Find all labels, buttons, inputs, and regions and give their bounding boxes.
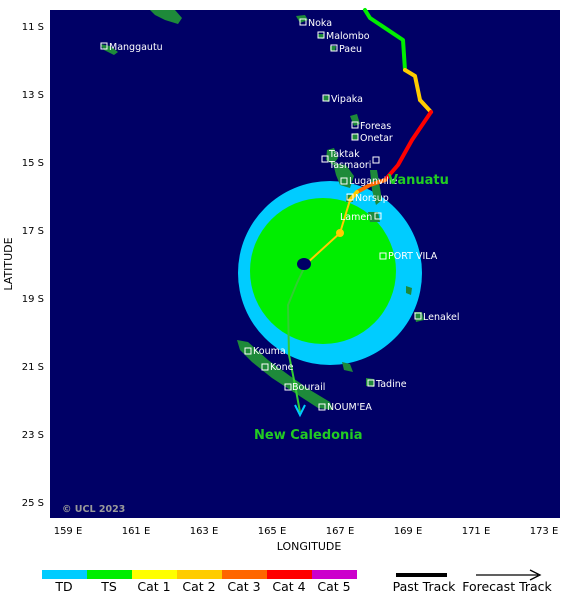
legend-label: Cat 3 — [227, 579, 260, 594]
legend-label: Cat 4 — [272, 579, 305, 594]
y-tick-label: 23 S — [22, 430, 44, 441]
place-label: Taktak — [328, 149, 360, 160]
place-label: PORT VILA — [388, 251, 438, 262]
legend-swatch-cat2 — [177, 570, 222, 579]
forecast-arrow-icon — [529, 569, 542, 581]
legend-swatch-td — [42, 570, 87, 579]
y-tick-label: 11 S — [22, 22, 44, 33]
legend-label: TS — [100, 579, 117, 594]
place-label: Manggautu — [109, 42, 163, 53]
intensity-legend: TD TS Cat 1 Cat 2 Cat 3 Cat 4 Cat 5 Past… — [42, 569, 553, 594]
legend-label: TD — [54, 579, 72, 594]
place-label: Luganville — [349, 176, 398, 187]
y-tick-label: 15 S — [22, 158, 44, 169]
place-label: Paeu — [339, 44, 362, 55]
x-tick-label: 171 E — [462, 526, 491, 537]
place-label: NOUM'EA — [327, 402, 372, 413]
ts-wind-radius — [250, 198, 396, 344]
x-tick-label: 173 E — [530, 526, 559, 537]
x-tick-label: 161 E — [122, 526, 151, 537]
x-tick-label: 159 E — [54, 526, 83, 537]
forecast-track-legend-label: Forecast Track — [462, 579, 552, 594]
place-markers — [100, 18, 422, 411]
legend-swatch-cat4 — [267, 570, 312, 579]
place-label: Bourail — [292, 382, 325, 393]
x-tick-label: 167 E — [326, 526, 355, 537]
legend-swatch-cat5 — [312, 570, 357, 579]
x-tick-label: 169 E — [394, 526, 423, 537]
place-label: Foreas — [360, 121, 391, 132]
place-label: Malombo — [326, 31, 370, 42]
past-track — [348, 8, 433, 202]
storm-center-marker — [297, 258, 311, 270]
place-label: Lamen — [340, 212, 372, 223]
y-tick-label: 19 S — [22, 294, 44, 305]
legend-swatch-cat3 — [222, 570, 267, 579]
track-point — [336, 229, 344, 237]
y-axis-title: LATITUDE — [2, 237, 15, 290]
region-label-vanuatu: Vanuatu — [388, 173, 449, 188]
place-label: Tasmaori — [328, 160, 371, 171]
place-label: Kone — [270, 362, 294, 373]
place-label: Vipaka — [331, 94, 363, 105]
legend-label: Cat 5 — [317, 579, 350, 594]
x-axis-title: LONGITUDE — [277, 540, 342, 553]
place-label: Norsup — [355, 193, 389, 204]
legend-swatch-ts — [87, 570, 132, 579]
y-tick-label: 13 S — [22, 90, 44, 101]
forecast-track — [286, 263, 307, 418]
x-tick-label: 163 E — [190, 526, 219, 537]
y-tick-label: 21 S — [22, 362, 44, 373]
region-label-new-caledonia: New Caledonia — [254, 428, 363, 443]
place-label: Noka — [308, 18, 332, 29]
past-track-legend-label: Past Track — [393, 579, 456, 594]
legend-label: Cat 2 — [182, 579, 215, 594]
copyright-notice: © UCL 2023 — [62, 504, 125, 515]
place-label: Kouma — [253, 346, 286, 357]
legend-swatch-cat1 — [132, 570, 177, 579]
x-tick-label: 165 E — [258, 526, 287, 537]
place-label: Lenakel — [423, 312, 459, 323]
place-label: Tadine — [375, 379, 407, 390]
y-tick-label: 25 S — [22, 498, 44, 509]
legend-label: Cat 1 — [137, 579, 170, 594]
place-label: Onetar — [360, 133, 393, 144]
y-tick-label: 17 S — [22, 226, 44, 237]
